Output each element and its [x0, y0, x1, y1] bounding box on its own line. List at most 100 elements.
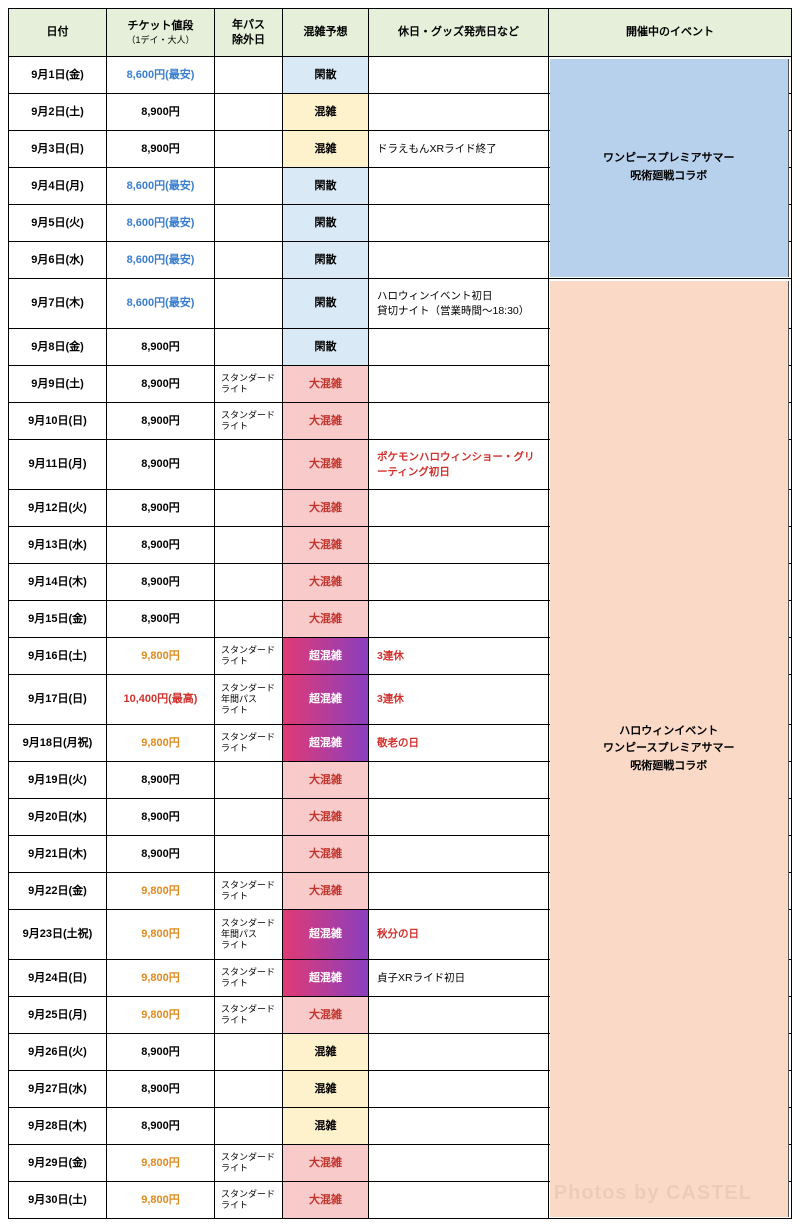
- table-cell: [549, 490, 792, 527]
- table-cell: [369, 1145, 549, 1182]
- table-cell: 9月22日(金): [9, 873, 107, 910]
- table-cell: 9月15日(金): [9, 601, 107, 638]
- table-cell: 9月25日(月): [9, 997, 107, 1034]
- table-cell: 混雑: [283, 1071, 369, 1108]
- table-cell: 9月27日(水): [9, 1071, 107, 1108]
- table-cell: 9月24日(日): [9, 960, 107, 997]
- table-cell: 9月16日(土): [9, 638, 107, 675]
- table-cell: [215, 168, 283, 205]
- table-cell: 9月10日(日): [9, 403, 107, 440]
- table-cell: [369, 329, 549, 366]
- table-cell: 8,600円(最安): [107, 279, 215, 329]
- table-cell: 8,600円(最安): [107, 205, 215, 242]
- table-cell: [369, 242, 549, 279]
- calendar-table: 日付 チケット値段（1デイ・大人） 年パス 除外日 混雑予想 休日・グッズ発売日…: [8, 8, 792, 1219]
- table-cell: 大混雑: [283, 873, 369, 910]
- table-cell: 混雑: [283, 1034, 369, 1071]
- table-cell: スタンダード ライト: [215, 997, 283, 1034]
- table-cell: ドラえもんXRライド終了: [369, 131, 549, 168]
- table-cell: 8,600円(最安): [107, 242, 215, 279]
- table-cell: [549, 168, 792, 205]
- table-cell: [215, 527, 283, 564]
- table-cell: 大混雑: [283, 440, 369, 490]
- table-cell: [215, 242, 283, 279]
- table-cell: 8,900円: [107, 131, 215, 168]
- hdr-crowd: 混雑予想: [283, 9, 369, 57]
- table-cell: 10,400円(最高): [107, 675, 215, 725]
- table-cell: ポケモンハロウィンショー・グリーティング初日: [369, 440, 549, 490]
- table-cell: [549, 527, 792, 564]
- table-cell: 閑散: [283, 329, 369, 366]
- table-cell: 8,900円: [107, 366, 215, 403]
- table-cell: [549, 638, 792, 675]
- table-cell: 閑散: [283, 57, 369, 94]
- table-cell: 大混雑: [283, 762, 369, 799]
- table-cell: 貞子XRライド初日: [369, 960, 549, 997]
- table-cell: 9月2日(土): [9, 94, 107, 131]
- table-cell: [549, 997, 792, 1034]
- table-cell: 9月11日(月): [9, 440, 107, 490]
- table-cell: [215, 1108, 283, 1145]
- table-cell: [549, 1182, 792, 1219]
- table-cell: 8,900円: [107, 601, 215, 638]
- table-cell: [549, 762, 792, 799]
- table-cell: [369, 205, 549, 242]
- hdr-event: 開催中のイベント: [549, 9, 792, 57]
- table-cell: 9,800円: [107, 873, 215, 910]
- table-cell: 8,900円: [107, 440, 215, 490]
- table-cell: 9月4日(月): [9, 168, 107, 205]
- table-cell: 8,900円: [107, 1071, 215, 1108]
- table-cell: 8,900円: [107, 527, 215, 564]
- table-cell: 8,900円: [107, 1108, 215, 1145]
- table-cell: [215, 836, 283, 873]
- table-cell: 混雑: [283, 1108, 369, 1145]
- table-cell: 9月8日(金): [9, 329, 107, 366]
- table-cell: 8,900円: [107, 836, 215, 873]
- table-cell: 大混雑: [283, 527, 369, 564]
- table-cell: 9月23日(土祝): [9, 910, 107, 960]
- table-cell: [549, 205, 792, 242]
- table-cell: 9月19日(火): [9, 762, 107, 799]
- table-cell: スタンダード ライト: [215, 1182, 283, 1219]
- table-cell: [549, 366, 792, 403]
- table-cell: スタンダード 年間パス ライト: [215, 675, 283, 725]
- table-cell: 9月9日(土): [9, 366, 107, 403]
- table-cell: 大混雑: [283, 366, 369, 403]
- table-cell: [549, 960, 792, 997]
- table-cell: スタンダード ライト: [215, 366, 283, 403]
- table-cell: 9月12日(火): [9, 490, 107, 527]
- table-cell: [215, 329, 283, 366]
- table-cell: 3連休: [369, 638, 549, 675]
- table-cell: 8,900円: [107, 329, 215, 366]
- table-cell: 8,900円: [107, 762, 215, 799]
- table-cell: [549, 873, 792, 910]
- table-cell: 9月26日(火): [9, 1034, 107, 1071]
- table-cell: [215, 131, 283, 168]
- table-cell: [549, 675, 792, 725]
- table-cell: 大混雑: [283, 490, 369, 527]
- table-cell: 超混雑: [283, 960, 369, 997]
- table-cell: [549, 836, 792, 873]
- table-cell: [215, 440, 283, 490]
- table-cell: 8,900円: [107, 490, 215, 527]
- table-cell: [549, 799, 792, 836]
- table-cell: [369, 490, 549, 527]
- table-cell: [549, 403, 792, 440]
- table-cell: 9月6日(水): [9, 242, 107, 279]
- table-cell: 閑散: [283, 279, 369, 329]
- table-cell: [549, 601, 792, 638]
- table-cell: 大混雑: [283, 1182, 369, 1219]
- table-cell: 9月21日(木): [9, 836, 107, 873]
- table-cell: 9月14日(木): [9, 564, 107, 601]
- table-cell: [549, 1108, 792, 1145]
- table-cell: [549, 57, 792, 94]
- table-cell: 9月18日(月祝): [9, 725, 107, 762]
- table-cell: 9,800円: [107, 725, 215, 762]
- table-cell: 8,600円(最安): [107, 168, 215, 205]
- table-cell: [369, 997, 549, 1034]
- hdr-date: 日付: [9, 9, 107, 57]
- table-cell: 9月28日(木): [9, 1108, 107, 1145]
- table-cell: [215, 564, 283, 601]
- table-cell: [369, 873, 549, 910]
- hdr-pass: 年パス 除外日: [215, 9, 283, 57]
